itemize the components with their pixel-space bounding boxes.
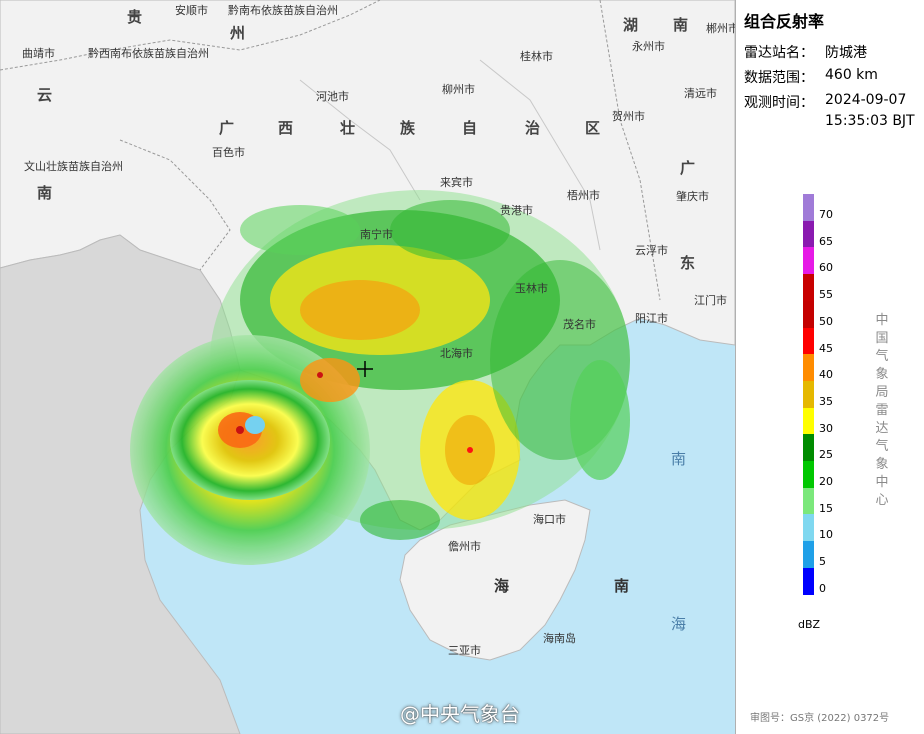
province-label: 湖 (623, 16, 641, 34)
legend-tick-label: 0 (819, 581, 826, 595)
province-label: 州 (230, 24, 248, 42)
legend-swatch (803, 461, 814, 489)
legend-tick-label: 65 (819, 234, 833, 248)
legend-tick-label: 70 (819, 208, 833, 221)
legend-swatch (803, 541, 814, 569)
province-label: 南 (37, 184, 55, 202)
city-label: 黔西南布依族苗族自治州 (88, 47, 209, 60)
time-label: 观测时间： (744, 95, 814, 111)
range-label: 数据范围： (744, 70, 814, 86)
province-label: 贵 (127, 8, 145, 26)
legend-tick-label: 40 (819, 368, 833, 382)
province-label: 西 (278, 119, 296, 137)
legend-swatch (803, 194, 814, 222)
legend-tick-label: 5 (819, 555, 826, 569)
radar-echo-layer (130, 190, 630, 565)
province-label: 区 (585, 119, 603, 137)
legend-swatch (803, 300, 814, 328)
legend-tick-label: 15 (819, 501, 833, 515)
city-label: 北海市 (440, 347, 473, 360)
city-label: 安顺市 (175, 4, 208, 17)
city-label: 肇庆市 (676, 190, 709, 203)
map-canvas (0, 0, 736, 734)
sea-label: 海 (671, 615, 687, 633)
city-label: 柳州市 (442, 83, 475, 96)
city-label: 曲靖市 (22, 47, 55, 60)
boundary-line (599, 0, 661, 301)
province-label: 治 (525, 119, 543, 137)
legend-tick-label: 55 (819, 288, 833, 302)
boundary-line (479, 59, 601, 251)
org-vertical-text: 中国气象局雷达气象中心 (875, 313, 889, 508)
city-label: 百色市 (212, 146, 245, 159)
city-label: 海口市 (533, 513, 566, 526)
legend-tick-label: 35 (819, 394, 833, 408)
legend-unit: dBZ (798, 618, 821, 631)
city-label: 海南岛 (543, 632, 576, 645)
legend-swatch (803, 220, 814, 248)
legend-swatch (803, 380, 814, 409)
legend-tick-label: 10 (819, 528, 833, 542)
city-label: 贵港市 (500, 204, 533, 217)
province-label: 广 (680, 159, 698, 177)
legend-swatch (803, 567, 814, 595)
boundary-line (119, 139, 231, 271)
boundary-line (0, 0, 381, 71)
province-label: 自 (462, 119, 480, 137)
city-label: 玉林市 (515, 282, 548, 295)
watermark: @中央气象台 (400, 702, 520, 726)
city-label: 茂名市 (563, 318, 596, 331)
legend-swatch (803, 514, 814, 542)
legend-tick-label: 60 (819, 261, 833, 275)
city-label: 清远市 (684, 87, 717, 100)
station-value: 防城港 (825, 45, 867, 61)
province-label: 东 (680, 254, 698, 272)
legend-tick-label: 45 (819, 341, 833, 355)
city-label: 江门市 (694, 294, 727, 307)
province-label: 广 (219, 119, 237, 137)
legend-tick-label: 20 (819, 475, 833, 488)
legend-swatch (803, 407, 814, 435)
range-value: 460 km (825, 67, 878, 83)
city-label: 河池市 (316, 90, 349, 103)
city-label: 桂林市 (520, 50, 553, 63)
legend-tick-label: 50 (819, 314, 833, 328)
legend-swatch (803, 247, 814, 275)
city-label: 郴州市 (706, 22, 739, 35)
city-label: 儋州市 (448, 540, 481, 553)
legend-swatch (803, 274, 814, 302)
province-label: 云 (37, 86, 55, 104)
city-label: 南宁市 (360, 228, 393, 241)
province-label: 壮 (340, 119, 358, 137)
info-panel: 组合反射率 雷达站名： 防城港 数据范围： 460 km 观测时间： 2024-… (735, 0, 924, 734)
hainan-label: 南 (614, 577, 630, 595)
city-label: 三亚市 (448, 644, 481, 657)
sea-label: 南 (671, 450, 687, 468)
legend-tick-label: 30 (819, 421, 833, 435)
boundary-line (299, 79, 421, 201)
province-label: 族 (400, 119, 418, 137)
city-label: 永州市 (632, 40, 665, 53)
legend-tick-label: 25 (819, 448, 833, 462)
map-approval-number: 审图号：GS京 (2022) 0372号 (750, 713, 890, 724)
city-label: 云浮市 (635, 244, 668, 257)
city-label: 阳江市 (635, 312, 668, 325)
radar-map[interactable]: 安顺市 黔南布依族苗族自治州 曲靖市 黔西南布依族苗族自治州 桂林市 永州市 河… (0, 0, 739, 734)
time-value: 2024-09-07 (825, 92, 907, 108)
station-label: 雷达站名： (744, 45, 814, 61)
time-value-2: 15:35:03 BJT (825, 113, 915, 129)
city-label: 来宾市 (440, 176, 473, 189)
legend-swatch (803, 354, 814, 382)
city-label: 贺州市 (612, 110, 645, 123)
city-label: 梧州市 (567, 189, 600, 202)
legend-swatch (803, 434, 814, 462)
panel-title: 组合反射率 (744, 12, 825, 31)
city-label: 文山壮族苗族自治州 (24, 160, 123, 173)
province-label: 南 (673, 16, 691, 34)
legend-swatch (803, 487, 814, 515)
hainan-label: 海 (494, 577, 510, 595)
legend-swatch (803, 327, 814, 355)
radar-station-marker (357, 361, 373, 377)
city-label: 黔南布依族苗族自治州 (228, 4, 338, 17)
